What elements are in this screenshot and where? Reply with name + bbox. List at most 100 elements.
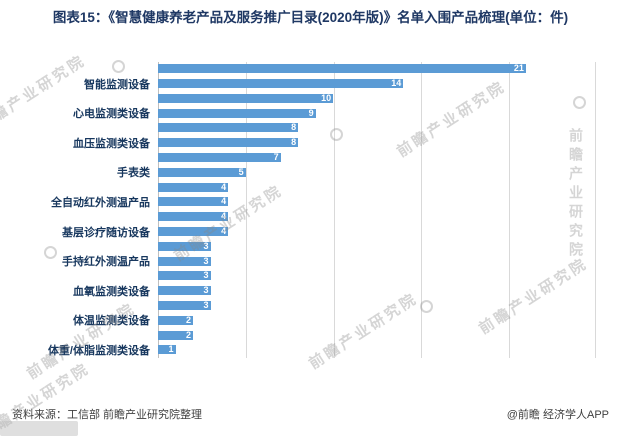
category-label: 全自动红外测温产品 [51, 196, 150, 209]
bar-track: 4 [158, 224, 596, 240]
bar: 14 [158, 78, 404, 89]
bar: 1 [158, 344, 176, 355]
bar: 2 [158, 314, 194, 325]
gridline [595, 62, 596, 358]
bar-value-label: 8 [291, 122, 297, 133]
gridline [333, 62, 335, 358]
bar-track: 3 [158, 269, 596, 283]
bar-value-label: 4 [221, 211, 227, 222]
bar-value-label: 7 [273, 152, 279, 163]
bar: 3 [158, 255, 211, 266]
bar-row: 8 [10, 121, 596, 135]
bar-value-label: 5 [238, 166, 244, 177]
bar-value-label: 10 [321, 92, 332, 103]
bar-row: 全自动红外测温产品 4 [10, 194, 596, 210]
gridline [421, 62, 423, 358]
bar-row: 体重/体脂监测类设备 1 [10, 342, 596, 358]
chart-title: 图表15：《智慧健康养老产品及服务推广目录(2020年版)》名单入围产品梳理(单… [52, 10, 569, 25]
bar: 7 [158, 152, 281, 163]
bar-track: 8 [158, 121, 596, 135]
bar-value-label: 3 [203, 285, 209, 296]
bar: 8 [158, 122, 299, 133]
category-label: 基层诊疗随访设备 [62, 226, 150, 239]
corner-watermark [0, 421, 78, 436]
bar-track: 3 [158, 240, 596, 254]
category-label: 体温监测类设备 [73, 315, 150, 328]
bar-track: 3 [158, 299, 596, 313]
bar: 3 [158, 285, 211, 296]
bar: 9 [158, 107, 316, 118]
gridline [508, 62, 510, 358]
bar-value-label: 9 [308, 107, 314, 118]
bar-value-label: 2 [186, 329, 192, 340]
bar: 10 [158, 92, 334, 103]
bar-row: 血氧监测类设备 3 [10, 283, 596, 299]
bar-track: 2 [158, 328, 596, 342]
credit-note: @前瞻 经济学人APP [506, 409, 609, 421]
bar-row: 智能监测设备 14 [10, 76, 596, 92]
bar-value-label: 3 [203, 240, 209, 251]
bar-row: 4 [10, 210, 596, 224]
bar-track: 5 [158, 164, 596, 180]
bar-value-label: 4 [221, 181, 227, 192]
bar-track: 10 [158, 92, 596, 106]
bar-value-label: 4 [221, 196, 227, 207]
bar-row: 基层诊疗随访设备 4 [10, 224, 596, 240]
bar-row: 手持红外测温产品 3 [10, 253, 596, 269]
bar-value-label: 8 [291, 137, 297, 148]
bar-value-label: 14 [391, 78, 402, 89]
bar-value-label: 2 [186, 314, 192, 325]
bar: 21 [158, 64, 526, 74]
bar-row: 10 [10, 92, 596, 106]
source-note: 资料来源：工信部 前瞻产业研究院整理 [12, 409, 203, 421]
bar-track: 3 [158, 283, 596, 299]
bar-row: 手表类 5 [10, 164, 596, 180]
bar: 8 [158, 137, 299, 148]
bar-value-label: 3 [203, 300, 209, 311]
bar-track: 4 [158, 210, 596, 224]
bar: 4 [158, 226, 229, 237]
bar-row: 3 [10, 269, 596, 283]
bar: 5 [158, 166, 246, 177]
bar-track: 3 [158, 253, 596, 269]
bar: 4 [158, 211, 229, 222]
bar-row: 2 [10, 328, 596, 342]
bar-track: 7 [158, 151, 596, 165]
category-label: 血压监测类设备 [73, 137, 150, 150]
bar-row: 体温监测类设备 2 [10, 312, 596, 328]
bar-value-label: 3 [203, 255, 209, 266]
bar-row: 4 [10, 180, 596, 194]
category-label: 手持红外测温产品 [62, 256, 150, 269]
bar-chart: 21 智能监测设备 14 10 [10, 62, 596, 358]
bar-value-label: 4 [221, 226, 227, 237]
bar-track: 4 [158, 194, 596, 210]
bar-row: 7 [10, 151, 596, 165]
bar-track: 9 [158, 105, 596, 121]
bar-track: 14 [158, 76, 596, 92]
bar-row: 3 [10, 240, 596, 254]
category-label: 手表类 [117, 167, 150, 180]
bar: 3 [158, 300, 211, 311]
bar-row: 3 [10, 299, 596, 313]
chart-footer: 资料来源：工信部 前瞻产业研究院整理 @前瞻 经济学人APP [12, 406, 609, 422]
bar: 3 [158, 270, 211, 281]
bar-value-label: 1 [168, 344, 174, 355]
bar-track: 8 [158, 135, 596, 151]
bar-track: 21 [158, 62, 596, 76]
bar: 3 [158, 240, 211, 251]
bar: 4 [158, 181, 229, 192]
bar: 2 [158, 329, 194, 340]
gridline [246, 62, 248, 358]
bar: 4 [158, 196, 229, 207]
bar-track: 1 [158, 342, 596, 358]
category-label: 血氧监测类设备 [73, 285, 150, 298]
category-label: 心电监测类设备 [73, 108, 150, 121]
category-label: 体重/体脂监测类设备 [47, 344, 150, 357]
bar-value-label: 3 [203, 270, 209, 281]
category-label: 智能监测设备 [84, 78, 150, 91]
bar-row: 血压监测类设备 8 [10, 135, 596, 151]
bar-track: 4 [158, 180, 596, 194]
bar-track: 2 [158, 312, 596, 328]
bar-row: 21 [10, 62, 596, 76]
